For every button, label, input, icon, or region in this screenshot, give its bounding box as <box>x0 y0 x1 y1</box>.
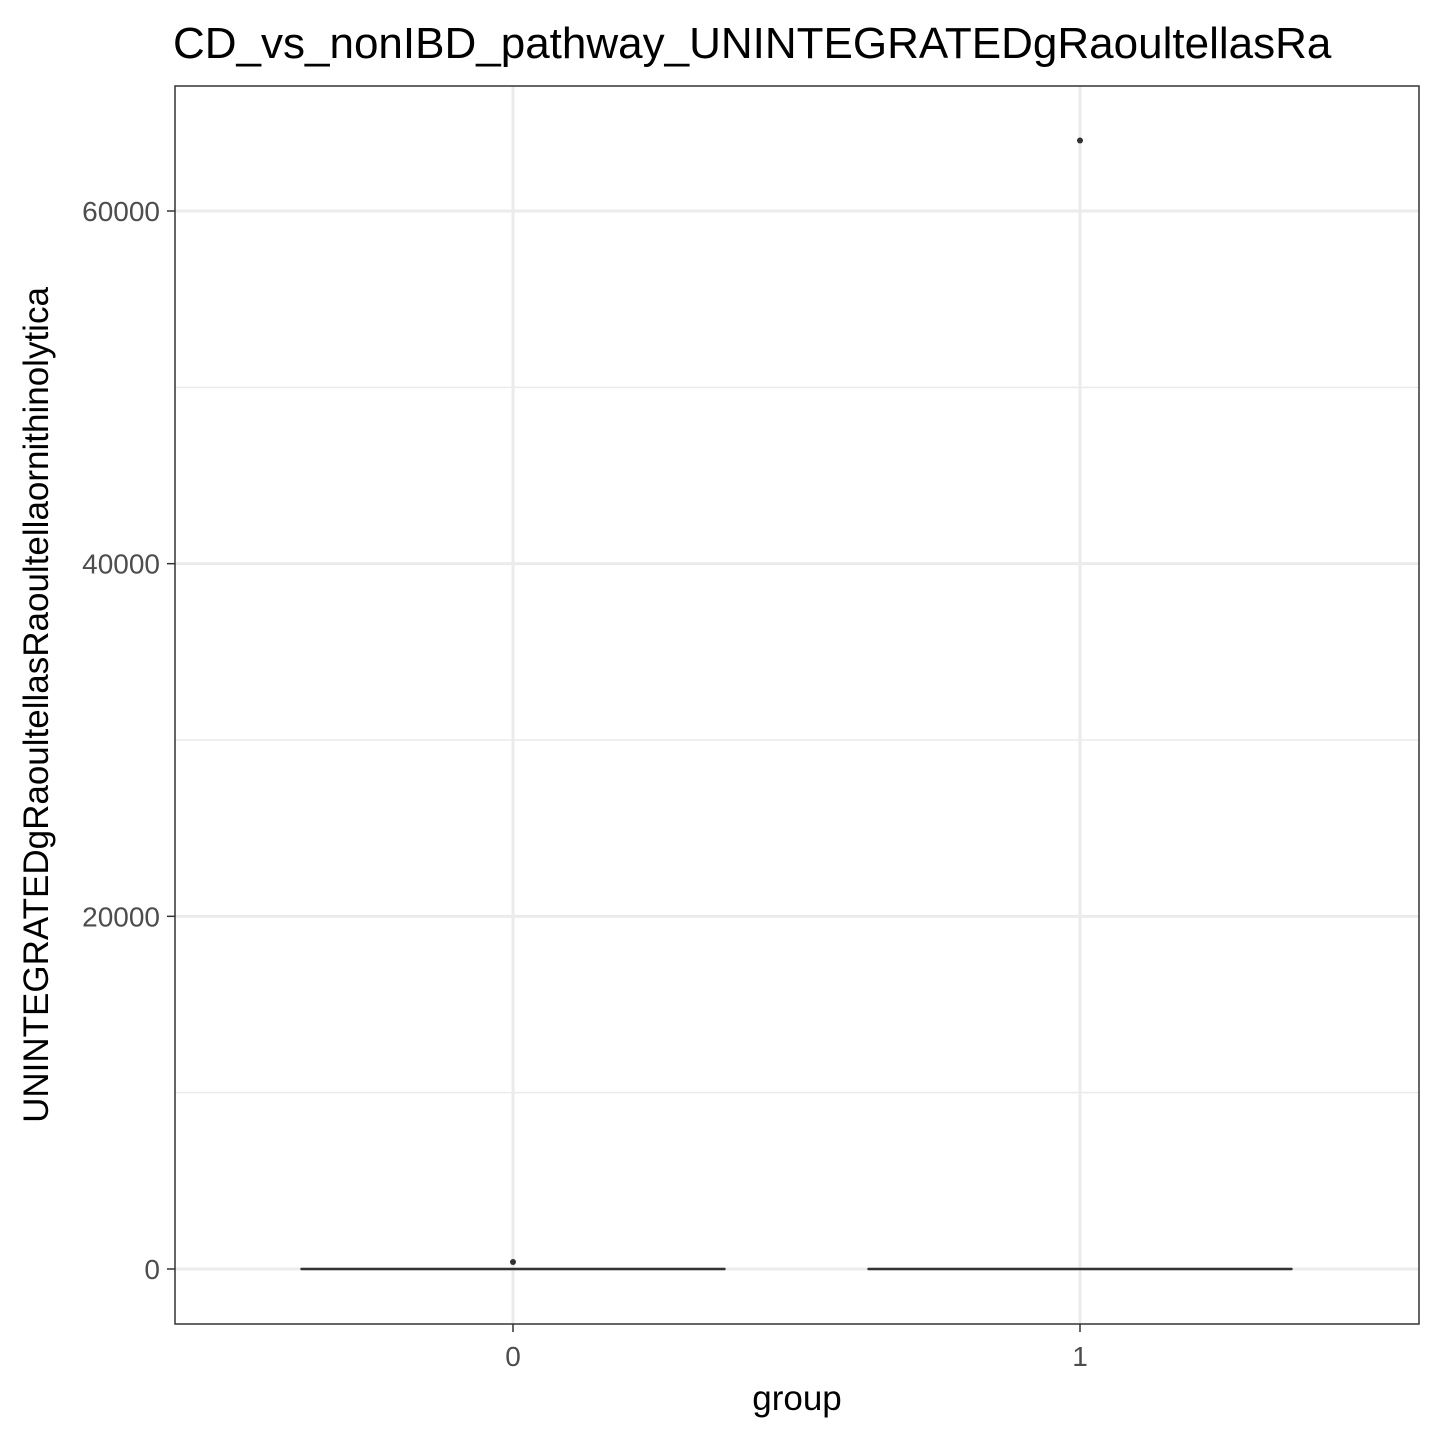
y-tick-label: 0 <box>144 1254 160 1285</box>
x-tick-label: 0 <box>505 1341 521 1372</box>
axes-layer: 0 20000 40000 60000 0 1 <box>82 196 1088 1372</box>
outlier-point <box>510 1258 516 1265</box>
panel-border <box>174 85 1420 1325</box>
x-axis-title: group <box>752 1379 842 1418</box>
y-tick-label: 40000 <box>82 549 160 580</box>
y-tick-label: 20000 <box>82 901 160 932</box>
chart-title: CD_vs_nonIBD_pathway_UNINTEGRATEDgRaoult… <box>173 19 1332 68</box>
x-tick-label: 1 <box>1072 1341 1088 1372</box>
y-axis-title: UNINTEGRATEDgRaoultellasRaoultellaornith… <box>17 287 56 1123</box>
outlier-point <box>1077 137 1083 144</box>
y-tick-label: 60000 <box>82 196 160 227</box>
marks-layer <box>300 137 1293 1271</box>
